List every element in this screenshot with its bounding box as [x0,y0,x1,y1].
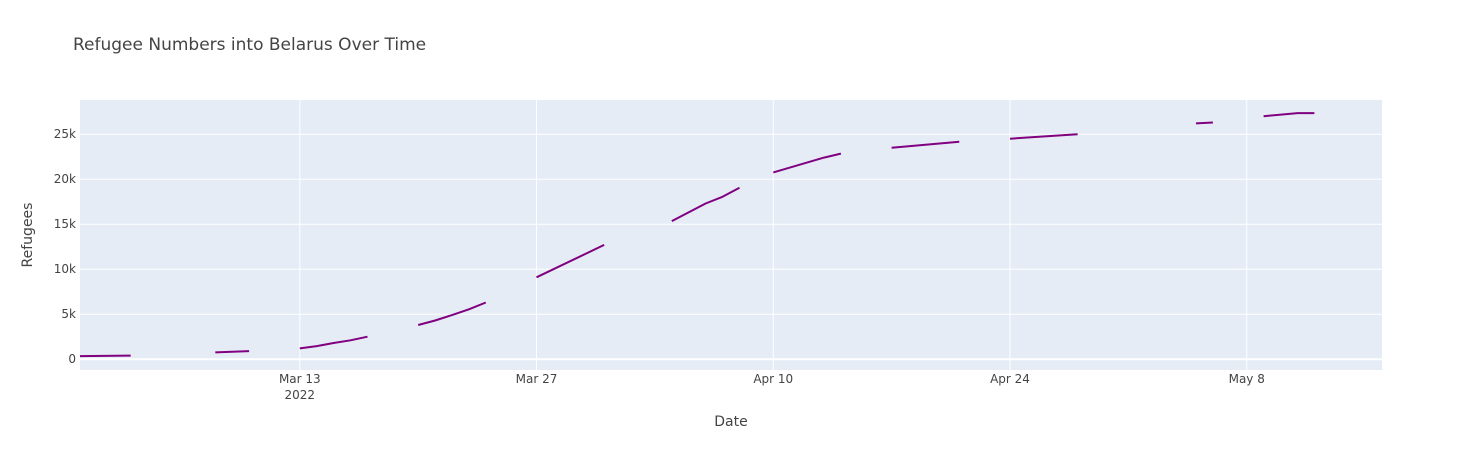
series-lines [79,112,1315,358]
y-tick-label: 5k [61,307,76,321]
x-tick-label: Mar 13 [279,372,321,386]
y-axis-title: Refugees [20,203,36,268]
series-line-segment [773,152,842,174]
series-line-segment [417,301,487,326]
series-line-segment [1195,121,1213,125]
series-line-segment [1263,112,1315,118]
x-tick-label: May 8 [1229,372,1265,386]
x-axis-title: Date [714,414,747,430]
x-tick-label: Apr 10 [753,372,793,386]
x-tick-label: Mar 27 [516,372,558,386]
series-line-segment [1009,133,1078,140]
series-line-segment [891,140,960,149]
x-axis-ticks: Mar 13 2022 Mar 27 Apr 10 Apr 24 May 8 [279,372,1265,402]
plot-area [80,100,1382,370]
x-tick-label: Apr 24 [990,372,1030,386]
series-line-segment [671,186,740,222]
y-tick-label: 20k [54,172,76,186]
grid [80,100,1382,370]
y-tick-label: 25k [54,127,76,141]
y-tick-label: 15k [54,217,76,231]
series-line-segment [79,354,131,358]
y-axis-ticks: 0 5k 10k 15k 20k 25k [54,127,76,366]
chart-title: Refugee Numbers into Belarus Over Time [73,35,426,55]
series-line-segment [536,243,605,279]
y-tick-label: 10k [54,262,76,276]
y-tick-label: 0 [68,352,76,366]
series-line-segment [299,335,368,350]
x-tick-sublabel: 2022 [285,388,316,402]
series-line-segment [215,350,250,354]
